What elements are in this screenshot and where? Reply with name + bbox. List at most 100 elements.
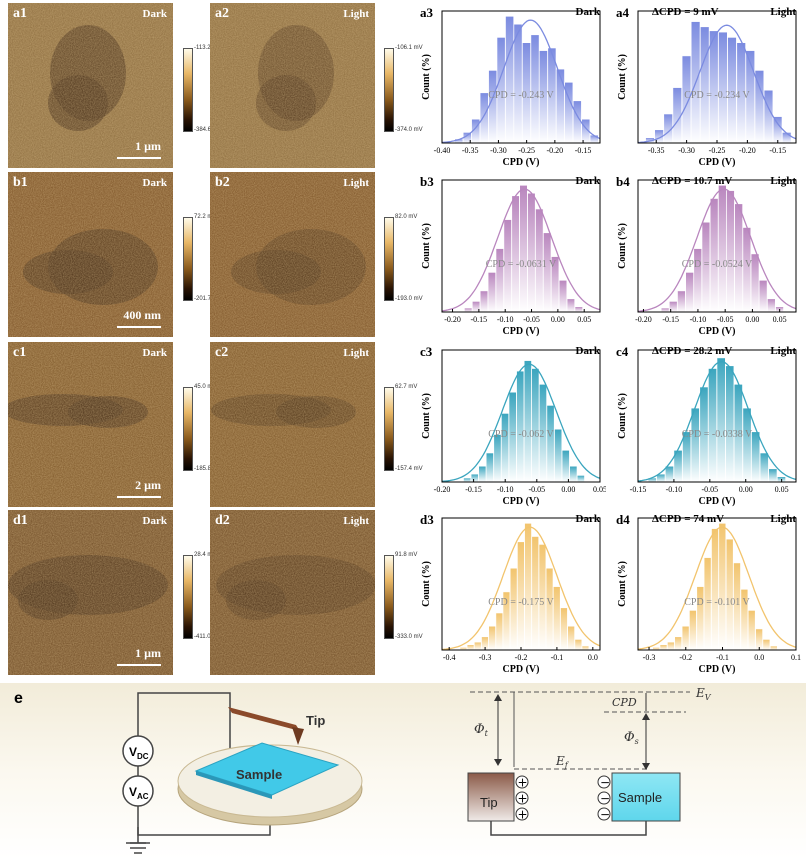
phi-t-arrowhead-bottom <box>494 759 502 766</box>
xlabel-b4: CPD (V) <box>699 326 736 337</box>
bar-a4-6 <box>700 26 710 144</box>
xtick-label-a4-2: -0.25 <box>709 146 726 155</box>
axes-frame-b4 <box>637 179 797 313</box>
axes-frame-a3 <box>441 10 601 144</box>
colorbar-max-a1: -113.2 mV <box>194 45 222 51</box>
colorbar-max-c2: 62.7 mV <box>395 384 418 390</box>
phi-s-label: Φs <box>624 730 639 746</box>
fit-curve-b3 <box>441 188 601 312</box>
svg-text:+: + <box>518 808 528 822</box>
bar-c3-11 <box>546 405 555 483</box>
scale-bar-b <box>117 326 161 328</box>
bar-a4-13 <box>763 89 774 144</box>
colorbar-b1 <box>183 217 193 301</box>
bar-b3-10 <box>543 232 552 313</box>
condition-label-c4: Light <box>770 345 796 357</box>
bar-c4-2 <box>664 465 674 483</box>
panel-label-d4: d4 <box>616 512 630 527</box>
scale-bar-c <box>117 496 161 498</box>
bar-d3-4 <box>488 625 496 651</box>
colorbar-min-d1: -411.0 mV <box>194 634 222 640</box>
bar-a3-4 <box>488 70 498 144</box>
bar-d3-9 <box>524 523 532 651</box>
bar-a4-8 <box>718 31 728 144</box>
colorbar-a2 <box>384 48 394 132</box>
bar-b4-0 <box>660 307 670 313</box>
xtick-label-d4-2: -0.1 <box>716 653 729 662</box>
tip-energy-box <box>467 772 515 822</box>
bar-d4-1 <box>659 644 668 651</box>
xtick-label-b3-2: -0.10 <box>497 315 514 324</box>
panel-label-d3: d3 <box>420 512 434 527</box>
ylabel-d3: Count (%) <box>421 561 432 607</box>
bar-b3-13 <box>566 298 576 313</box>
cpd-annotation-a4: CPD = -0.234 V <box>684 90 750 101</box>
positive-charges: + + + <box>515 775 529 822</box>
bar-c3-13 <box>561 450 570 483</box>
histogram-d4: -0.3 -0.2 -0.1 0.0 0.1 CPD (V) Count (%) CPD = … <box>614 510 802 678</box>
bar-c3-9 <box>531 368 540 483</box>
panel-label-a4: a4 <box>616 5 629 20</box>
bar-a3-7 <box>513 23 523 144</box>
condition-label-b1: Dark <box>142 177 167 189</box>
bar-d4-9 <box>718 523 727 651</box>
xlabel-a3: CPD (V) <box>503 157 540 168</box>
bar-b3-8 <box>527 192 536 313</box>
xtick-label-c3-0: -0.20 <box>434 485 451 494</box>
axes-frame-c4 <box>637 349 797 483</box>
cpd-annotation-d3: CPD = -0.175 V <box>488 597 554 608</box>
xtick-label-c4-4: 0.05 <box>775 485 789 494</box>
panel-label-b2: b2 <box>215 175 230 190</box>
bar-a3-9 <box>530 34 540 144</box>
condition-label-d2: Light <box>343 515 369 527</box>
svg-text:−: − <box>600 808 610 822</box>
vdc-label: VDC <box>129 745 149 761</box>
bar-c3-2 <box>478 465 487 483</box>
afm-image-a1: a1 Dark 1 µm <box>8 3 173 168</box>
bar-d4-6 <box>696 586 705 651</box>
xtick-label-b4-1: -0.15 <box>662 315 679 324</box>
xtick-label-b3-1: -0.15 <box>471 315 488 324</box>
cantilever-icon <box>228 707 300 731</box>
afm-image-b2: b2 Light <box>210 172 375 337</box>
scale-bar-a <box>117 157 161 159</box>
cpd-annotation-b4: CPD = -0.0524 V <box>682 259 753 270</box>
colorbar-max-b1: 72.2 mV <box>194 214 217 220</box>
bar-d3-13 <box>553 586 561 651</box>
vdc-source-icon <box>122 735 154 767</box>
cpd-label: CPD <box>612 696 637 709</box>
bar-c3-0 <box>463 477 472 483</box>
condition-label-c2: Light <box>343 347 369 359</box>
bar-d3-7 <box>509 567 518 651</box>
bar-d4-15 <box>762 639 771 651</box>
panel-label-c4: c4 <box>616 344 629 359</box>
xlabel-c4: CPD (V) <box>699 496 736 507</box>
condition-label-a1: Dark <box>142 8 167 20</box>
condition-label-c1: Dark <box>142 347 167 359</box>
histogram-b4: -0.20 -0.15 -0.10 -0.05 0.00 0.05 CPD (V) Count… <box>614 172 802 340</box>
panel-label-c3: c3 <box>420 344 433 359</box>
xlabel-a4: CPD (V) <box>699 157 736 168</box>
sample-edge-icon <box>196 771 272 799</box>
bar-d3-10 <box>531 536 540 651</box>
axes-frame-d4 <box>637 517 797 651</box>
histogram-c4: -0.15 -0.10 -0.05 0.00 0.05 CPD (V) Count (%) C… <box>614 342 802 510</box>
bar-d4-13 <box>747 610 756 651</box>
afm-image-b1: b1 Dark 400 nm <box>8 172 173 337</box>
colorbar-d2 <box>384 555 394 639</box>
xtick-label-a4-1: -0.30 <box>678 146 695 155</box>
bar-a3-6 <box>505 16 514 144</box>
afm-image-c2: c2 Light <box>210 342 375 507</box>
bar-c4-14 <box>768 468 778 483</box>
svg-text:+: + <box>518 776 528 790</box>
xtick-label-d3-2: -0.2 <box>515 653 528 662</box>
panel-label-c2: c2 <box>215 345 229 360</box>
axes-frame-c3 <box>441 349 601 483</box>
xtick-label-d4-1: -0.2 <box>679 653 692 662</box>
colorbar-b2 <box>384 217 394 301</box>
xtick-label-b4-0: -0.20 <box>635 315 652 324</box>
bar-d3-1 <box>466 644 475 651</box>
bar-d3-12 <box>545 567 554 651</box>
bar-b3-3 <box>487 272 496 313</box>
bar-d3-5 <box>495 612 504 651</box>
